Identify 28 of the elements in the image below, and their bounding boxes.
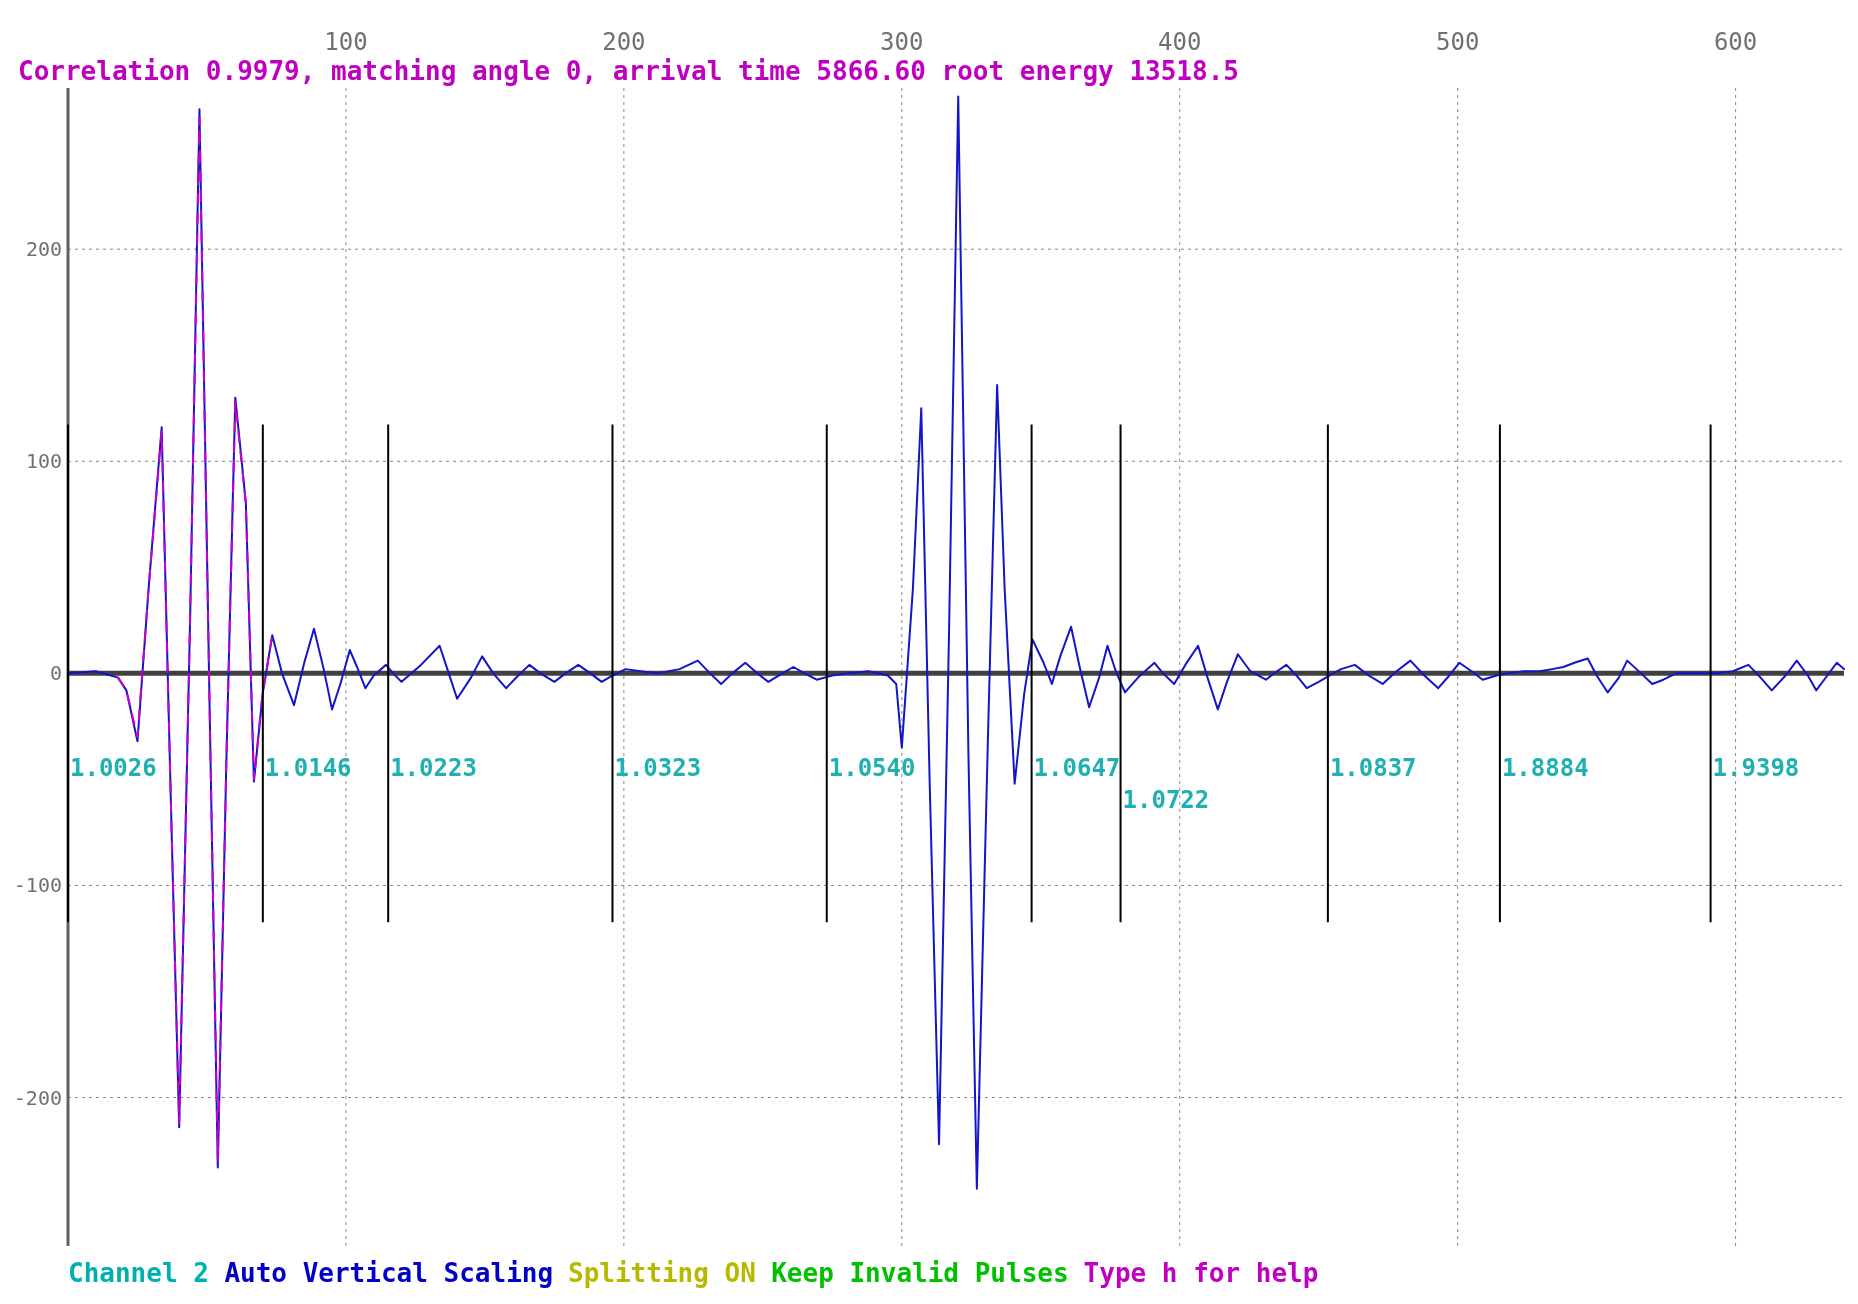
annotation: 1.0540 bbox=[828, 753, 916, 782]
y-tick-label: 200 bbox=[25, 237, 62, 262]
text: Channel 2 bbox=[68, 1258, 209, 1288]
annotation: 1.0026 bbox=[70, 753, 157, 782]
text: Keep Invalid Pulses bbox=[771, 1258, 1069, 1288]
annotation: 1.0837 bbox=[1329, 753, 1417, 782]
annotation: 1.0223 bbox=[390, 753, 477, 782]
x-tick-label: 500 bbox=[1435, 28, 1480, 56]
x-tick-label: 200 bbox=[602, 28, 646, 56]
y-tick-label: 0 bbox=[49, 661, 62, 686]
text: Type h for help bbox=[1083, 1258, 1319, 1288]
y-tick-label: -100 bbox=[13, 873, 62, 898]
x-tick-label: 300 bbox=[880, 28, 924, 56]
annotation: 1.0722 bbox=[1122, 785, 1210, 814]
y-tick-label: 100 bbox=[25, 449, 62, 474]
chart-title: Correlation 0.9979, matching angle 0, arrival time 5866.60 root energy 13518.5 bbox=[18, 56, 1239, 86]
x-tick-label: 600 bbox=[1713, 28, 1758, 56]
annotation: 1.8884 bbox=[1501, 753, 1589, 782]
annotation: 1.0146 bbox=[264, 753, 352, 782]
text: Splitting ON bbox=[568, 1258, 756, 1288]
line-series bbox=[67, 95, 1845, 1190]
text: Auto Vertical Scaling bbox=[224, 1258, 554, 1288]
x-tick-label: 100 bbox=[324, 28, 368, 56]
annotation: 1.0647 bbox=[1033, 753, 1121, 782]
y-tick-label: -200 bbox=[13, 1085, 62, 1110]
annotation: 1.0323 bbox=[614, 753, 702, 782]
annotation: 1.9398 bbox=[1712, 753, 1800, 782]
x-tick-label: 400 bbox=[1158, 28, 1202, 56]
